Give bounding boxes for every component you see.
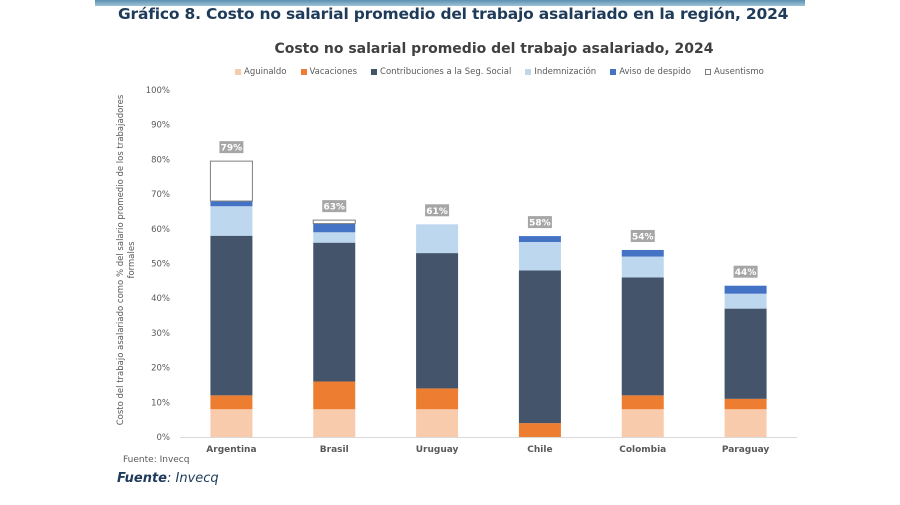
bar-segment-contribuciones-a-la-seg-social [416, 253, 459, 389]
y-tick-label: 70% [151, 190, 170, 200]
bar-segment-aviso-de-despido [621, 249, 664, 257]
legend-label: Vacaciones [309, 67, 358, 77]
bar-segment-aguinaldo [210, 409, 253, 437]
chart-title: Costo no salarial promedio del trabajo a… [274, 41, 714, 57]
y-tick-label: 80% [151, 155, 170, 165]
header-band [95, 0, 805, 6]
page-title: Gráfico 8. Costo no salarial promedio de… [118, 5, 789, 23]
bar-segment-indemnizaci-n [313, 232, 356, 243]
total-label-badge [322, 200, 347, 213]
bar-segment-aviso-de-despido [518, 236, 561, 242]
legend-swatch [525, 69, 532, 75]
bar-segment-aguinaldo [621, 409, 664, 437]
x-tick-label: Argentina [206, 445, 256, 455]
legend-label: Indemnización [534, 67, 597, 77]
y-tick-label: 60% [151, 225, 170, 235]
y-tick-label: 10% [151, 398, 170, 408]
legend-item: Indemnización [525, 67, 596, 77]
x-tick-label: Uruguay [416, 445, 459, 455]
total-label-badge [425, 204, 450, 217]
y-tick-label: 20% [151, 364, 170, 374]
bar-segment-vacaciones [416, 388, 459, 410]
bar-segment-vacaciones [724, 398, 767, 410]
x-tick-label: Colombia [619, 445, 666, 455]
source-label: Fuente [117, 471, 167, 486]
legend-swatch [235, 69, 241, 75]
bar-segment-contribuciones-a-la-seg-social [210, 235, 253, 396]
source-caption: Fuente: Invecq [117, 471, 219, 486]
legend-swatch [300, 69, 307, 75]
bar-segment-contribuciones-a-la-seg-social [518, 270, 561, 424]
legend-label: Contribuciones a la Seg. Social [380, 67, 512, 77]
y-tick-label: 0% [157, 433, 171, 443]
bar-segment-aviso-de-despido [724, 285, 767, 294]
total-data-label: 58% [529, 219, 551, 229]
y-tick-label: 50% [151, 260, 170, 270]
total-label-badge [733, 265, 758, 278]
total-label-badge [630, 229, 655, 242]
bar-segment-aviso-de-despido [210, 201, 253, 207]
bar-segment-indemnizaci-n [724, 293, 767, 309]
legend: Aguinaldo Vacaciones Contribuciones a la S… [235, 67, 764, 77]
total-data-label: 79% [221, 144, 243, 154]
legend-swatch [704, 69, 711, 75]
total-data-label: 61% [426, 207, 448, 217]
x-tick-label: Chile [527, 445, 552, 455]
x-tick-label: Brasil [320, 445, 349, 455]
bar-segment-contribuciones-a-la-seg-social [313, 242, 356, 382]
source-value: : Invecq [167, 471, 219, 486]
legend-item: Aguinaldo [235, 67, 287, 77]
bar-segment-ausentismo [312, 219, 356, 225]
legend-label: Ausentismo [713, 67, 764, 77]
legend-swatch [371, 69, 378, 75]
bar-segment-aguinaldo [313, 409, 356, 437]
bar-segment-indemnizaci-n [621, 256, 664, 278]
legend-item: Vacaciones [300, 67, 358, 77]
bar-segment-indemnizaci-n [518, 241, 561, 271]
bar-segment-vacaciones [313, 381, 356, 410]
total-data-label: 44% [735, 268, 757, 278]
x-tick-label: Paraguay [722, 445, 770, 455]
bar-segment-ausentismo [209, 160, 253, 202]
legend-item: Ausentismo [704, 67, 764, 77]
bar-segment-vacaciones [518, 423, 561, 437]
legend-label: Aguinaldo [244, 67, 287, 77]
legend-swatch [610, 69, 617, 75]
bar-segment-indemnizaci-n [416, 224, 459, 254]
legend-item: Aviso de despido [610, 67, 691, 77]
bar-segment-vacaciones [210, 395, 253, 410]
bar-segment-indemnizaci-n [210, 206, 253, 236]
bar-segment-aviso-de-despido [313, 223, 356, 233]
y-tick-label: 90% [151, 121, 170, 131]
total-data-label: 54% [632, 232, 654, 242]
total-label-badge [527, 216, 552, 229]
bar-segment-vacaciones [621, 395, 664, 410]
legend-item: Contribuciones a la Seg. Social [371, 67, 511, 77]
bar-segment-contribuciones-a-la-seg-social [621, 277, 664, 396]
y-tick-label: 30% [151, 329, 170, 339]
bar-segment-aguinaldo [724, 409, 767, 437]
y-tick-label: 100% [146, 86, 170, 96]
legend-label: Aviso de despido [619, 67, 691, 77]
chart-source-note: Fuente: Invecq [123, 455, 190, 465]
total-data-label: 63% [323, 203, 345, 213]
bar-segment-aguinaldo [416, 409, 459, 437]
bar-segment-contribuciones-a-la-seg-social [724, 308, 767, 399]
y-tick-label: 40% [151, 294, 170, 304]
total-label-badge [219, 141, 244, 154]
